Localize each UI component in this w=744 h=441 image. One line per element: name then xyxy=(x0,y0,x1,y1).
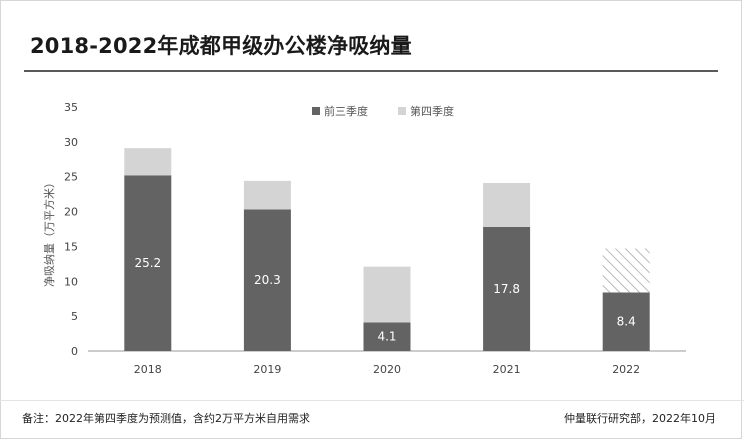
chart-title: 2018-2022年成都甲级办公楼净吸纳量 xyxy=(30,34,412,58)
data-label-2020: 4.1 xyxy=(377,330,396,344)
bar-q1-q3-2019 xyxy=(243,209,291,351)
bar-q4-forecast-2022 xyxy=(602,248,650,293)
footer-divider xyxy=(0,400,744,401)
legend-swatch-2 xyxy=(398,107,406,115)
bar-q1-q3-2021 xyxy=(483,226,531,351)
y-tick-label: 0 xyxy=(71,345,78,358)
footer-source: 仲量联行研究部，2022年10月 xyxy=(564,412,716,425)
bar-q1-q3-2022 xyxy=(602,292,650,351)
bar-q4-2019 xyxy=(243,180,291,210)
x-tick-label-2020: 2020 xyxy=(373,363,401,376)
y-tick-label: 10 xyxy=(64,275,78,288)
legend-label-1: 前三季度 xyxy=(324,104,368,118)
x-axis-ticks: 2018 2019 2020 2021 2022 xyxy=(134,363,640,376)
y-tick-label: 5 xyxy=(71,310,78,323)
bar-q4-2018 xyxy=(124,148,172,176)
x-tick-label-2019: 2019 xyxy=(253,363,281,376)
y-tick-label: 30 xyxy=(64,136,78,149)
x-tick-label-2021: 2021 xyxy=(493,363,521,376)
legend-swatch-1 xyxy=(312,107,320,115)
y-tick-label: 25 xyxy=(64,171,78,184)
x-tick-label-2018: 2018 xyxy=(134,363,162,376)
legend-label-2: 第四季度 xyxy=(410,104,454,118)
data-label-2018: 25.2 xyxy=(134,256,161,270)
footer-note: 备注：2022年第四季度为预测值，含约2万平方米自用需求 xyxy=(22,412,310,425)
y-tick-label: 20 xyxy=(64,206,78,219)
y-tick-label: 35 xyxy=(64,101,78,114)
data-label-2019: 20.3 xyxy=(254,273,281,287)
bar-q1-q3-2020 xyxy=(363,322,411,351)
y-tick-label: 15 xyxy=(64,240,78,253)
data-label-2021: 17.8 xyxy=(493,282,520,296)
y-axis-ticks: 0 5 10 15 20 25 30 35 xyxy=(64,101,78,358)
title-divider xyxy=(24,70,718,72)
x-tick-label-2022: 2022 xyxy=(612,363,640,376)
bar-q1-q3-2018 xyxy=(124,175,172,351)
data-label-2022: 8.4 xyxy=(617,315,636,329)
bar-q4-2021 xyxy=(483,182,531,227)
bars-group: 25.2 20.3 4.1 17.8 8.4 xyxy=(124,148,650,351)
legend: 前三季度 第四季度 xyxy=(312,104,454,118)
bar-q4-2020 xyxy=(363,266,411,323)
